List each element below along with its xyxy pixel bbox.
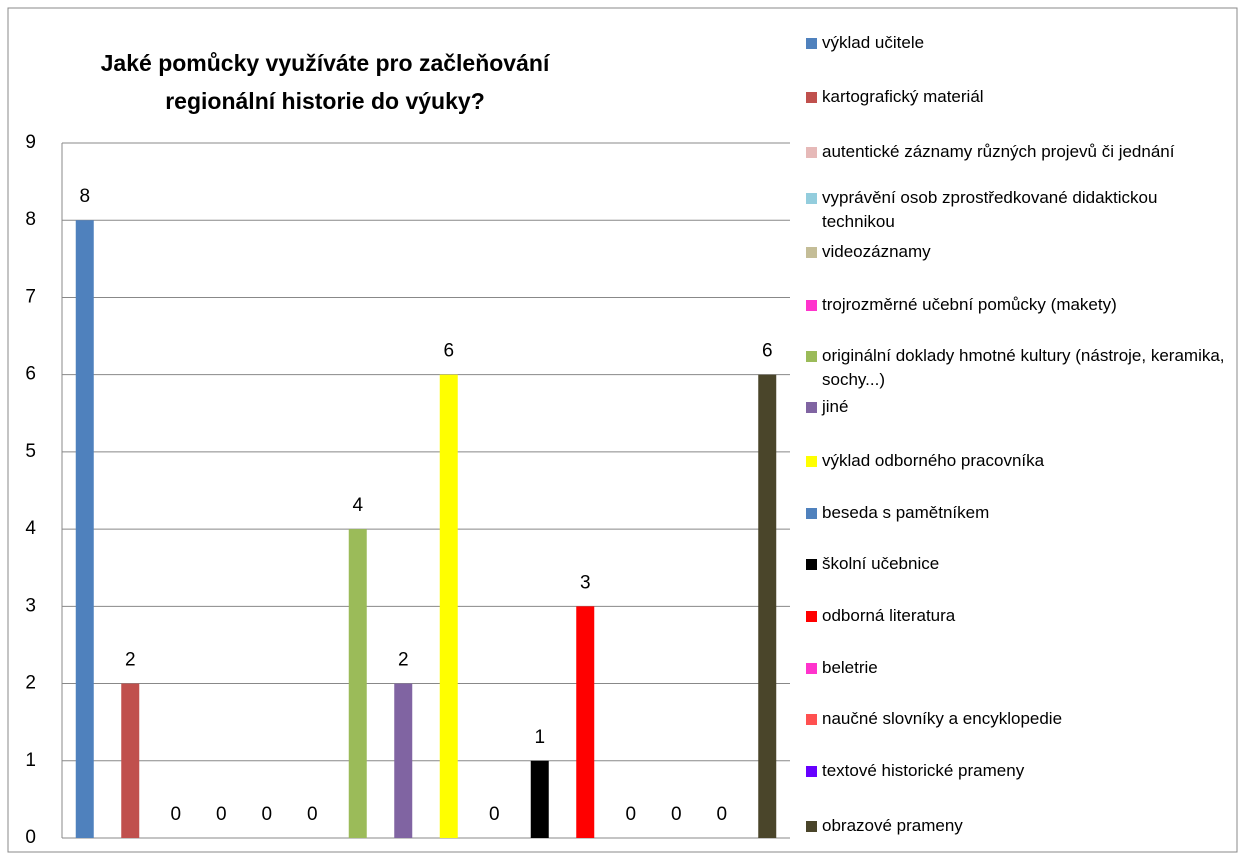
- legend-label: vyprávění osob zprostředkované didaktick…: [822, 188, 1158, 231]
- legend-swatch: [806, 351, 817, 362]
- legend-swatch: [806, 247, 817, 258]
- legend-label: jiné: [822, 397, 849, 416]
- legend-item: trojrozměrné učební pomůcky (makety): [806, 293, 1226, 317]
- data-label: 0: [625, 804, 636, 825]
- legend-item: vyprávění osob zprostředkované didaktick…: [806, 186, 1226, 234]
- data-label: 8: [79, 186, 90, 207]
- legend-swatch: [806, 611, 817, 622]
- y-tick-label: 8: [25, 209, 36, 230]
- legend-swatch: [806, 821, 817, 832]
- y-tick-label: 5: [25, 441, 36, 462]
- legend-swatch: [806, 147, 817, 158]
- data-label: 0: [716, 804, 727, 825]
- y-tick-label: 9: [25, 132, 36, 153]
- legend-label: beseda s pamětníkem: [822, 503, 990, 522]
- data-label: 0: [170, 804, 181, 825]
- legend-label: naučné slovníky a encyklopedie: [822, 709, 1063, 728]
- legend-item: výklad učitele: [806, 31, 1226, 55]
- y-tick-label: 3: [25, 595, 36, 616]
- data-label: 2: [125, 650, 136, 671]
- legend-label: textové historické prameny: [822, 761, 1025, 780]
- legend-label: originální doklady hmotné kultury (nástr…: [822, 346, 1225, 389]
- legend-label: videozáznamy: [822, 242, 931, 261]
- legend-swatch: [806, 38, 817, 49]
- legend-swatch: [806, 559, 817, 570]
- legend-item: originální doklady hmotné kultury (nástr…: [806, 344, 1226, 392]
- y-tick-label: 6: [25, 364, 36, 385]
- legend-item: beseda s pamětníkem: [806, 501, 1226, 525]
- y-tick-label: 7: [25, 286, 36, 307]
- legend-label: trojrozměrné učební pomůcky (makety): [822, 295, 1117, 314]
- bar: [530, 760, 549, 838]
- legend-item: výklad odborného pracovníka: [806, 449, 1226, 473]
- data-label: 2: [398, 650, 409, 671]
- data-label: 0: [216, 804, 227, 825]
- legend-swatch: [806, 714, 817, 725]
- legend-swatch: [806, 193, 817, 204]
- chart-border: [7, 7, 1238, 853]
- legend-swatch: [806, 508, 817, 519]
- legend-label: obrazové prameny: [822, 816, 963, 835]
- bar: [121, 683, 140, 838]
- bar: [439, 374, 458, 838]
- legend-label: odborná literatura: [822, 606, 956, 625]
- bar: [75, 220, 94, 838]
- data-label: 3: [580, 572, 591, 593]
- legend-item: textové historické prameny: [806, 759, 1226, 783]
- bar: [758, 374, 777, 838]
- legend-item: naučné slovníky a encyklopedie: [806, 707, 1226, 731]
- legend-label: beletrie: [822, 658, 878, 677]
- legend-item: obrazové prameny: [806, 814, 1226, 838]
- legend-swatch: [806, 456, 817, 467]
- data-label: 4: [352, 495, 363, 516]
- bar: [576, 606, 595, 838]
- y-tick-label: 0: [25, 827, 36, 848]
- y-tick-label: 1: [25, 750, 36, 771]
- legend-item: školní učebnice: [806, 552, 1226, 576]
- legend-label: kartografický materiál: [822, 87, 984, 106]
- legend-item: videozáznamy: [806, 240, 1226, 264]
- legend-swatch: [806, 300, 817, 311]
- data-label: 0: [261, 804, 272, 825]
- bar: [348, 529, 367, 838]
- y-tick-label: 2: [25, 673, 36, 694]
- legend-item: beletrie: [806, 656, 1226, 680]
- legend-item: autentické záznamy různých projevů či je…: [806, 140, 1226, 164]
- chart-title: Jaké pomůcky využíváte pro začleňování r…: [100, 50, 550, 114]
- data-label: 6: [762, 341, 773, 362]
- data-label: 0: [489, 804, 500, 825]
- data-label: 6: [443, 341, 454, 362]
- bar: [394, 683, 413, 838]
- data-label: 0: [671, 804, 682, 825]
- legend-label: autentické záznamy různých projevů či je…: [822, 142, 1175, 161]
- legend-swatch: [806, 766, 817, 777]
- y-tick-label: 4: [25, 518, 36, 539]
- legend-label: školní učebnice: [822, 554, 940, 573]
- legend-swatch: [806, 663, 817, 674]
- legend-swatch: [806, 402, 817, 413]
- legend-label: výklad odborného pracovníka: [822, 451, 1045, 470]
- legend-swatch: [806, 92, 817, 103]
- data-label: 0: [307, 804, 318, 825]
- legend-item: kartografický materiál: [806, 85, 1226, 109]
- legend-item: jiné: [806, 395, 1226, 419]
- legend-item: odborná literatura: [806, 604, 1226, 628]
- legend-label: výklad učitele: [822, 33, 925, 52]
- data-label: 1: [534, 727, 545, 748]
